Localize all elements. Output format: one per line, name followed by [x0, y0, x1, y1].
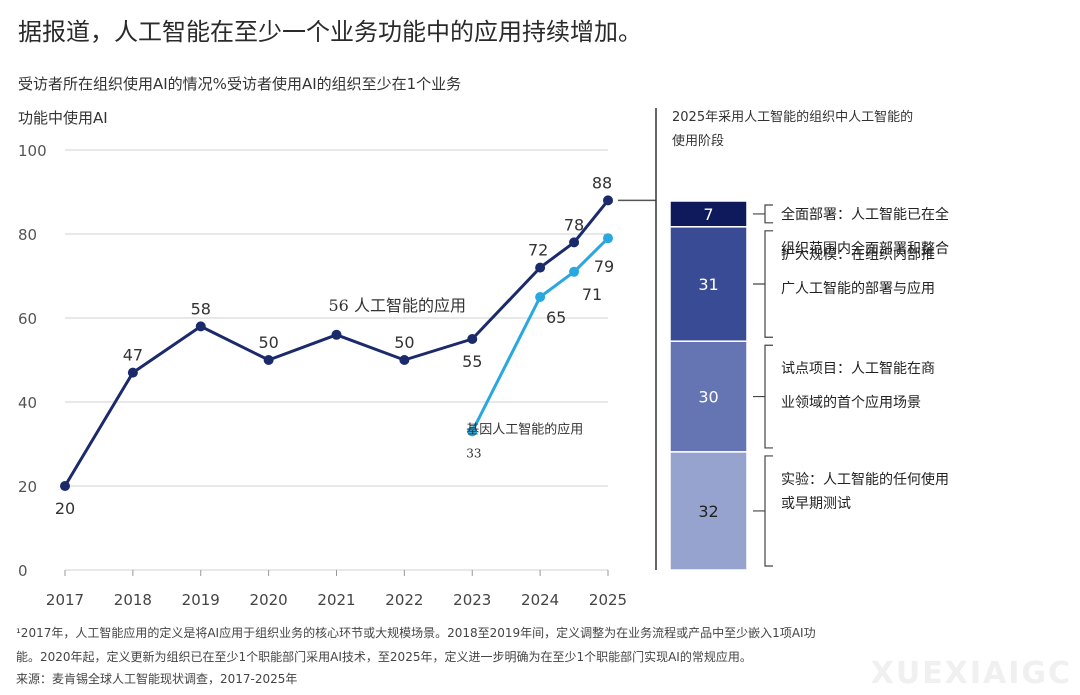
segment-value-label: 30: [698, 388, 718, 407]
data-label: 20: [55, 499, 75, 518]
data-label: 55: [462, 352, 482, 371]
footnote-line2: 能。2020年起，定义更新为组织已在至少1个职能部门采用AI技术，至2025年，…: [16, 650, 752, 664]
data-label: 47: [123, 346, 143, 365]
segment-bracket: [753, 455, 773, 567]
stacked-bar-title-line2: 使用阶段: [672, 134, 725, 149]
data-point: [467, 426, 478, 437]
segment-description: 广人工智能的部署与应用: [781, 280, 935, 297]
y-tick-label: 60: [18, 310, 37, 328]
data-label: 33: [466, 446, 481, 460]
x-tick-label: 2019: [182, 591, 220, 609]
stacked-bar-title: 2025年采用人工智能的组织中人工智能的 使用阶段: [672, 106, 1002, 154]
segment-bracket: [753, 204, 773, 224]
data-point: [399, 355, 410, 365]
segment-description: 全面部署：人工智能已在全: [781, 206, 949, 223]
data-label: 79: [594, 257, 614, 276]
y-tick-label: 0: [18, 562, 28, 580]
y-tick-label: 40: [18, 394, 37, 412]
series-label-ai-adoption: 56 人工智能的应用: [329, 296, 466, 315]
data-point: [603, 195, 613, 206]
y-tick-label: 20: [18, 478, 37, 496]
segment-bracket: [753, 230, 773, 338]
data-point: [569, 266, 580, 277]
x-tick-label: 2024: [521, 591, 559, 609]
series-line-ai-adoption: [63, 199, 610, 487]
data-label: 78: [564, 215, 584, 234]
stacked-bar-title-line1: 2025年采用人工智能的组织中人工智能的: [672, 110, 914, 125]
y-tick-label: 80: [18, 226, 37, 244]
x-tick-label: 2021: [317, 591, 355, 609]
data-point: [195, 321, 206, 332]
x-tick-label: 2018: [114, 591, 152, 609]
data-point: [331, 329, 342, 340]
segment-description: 实验：人工智能的任何使用: [781, 471, 949, 488]
data-point: [535, 262, 546, 273]
data-label: 50: [394, 333, 414, 352]
data-point: [569, 237, 580, 248]
x-tick-label: 2022: [385, 591, 423, 609]
stacked-bar-segment: [669, 340, 748, 453]
data-label: 72: [528, 241, 548, 260]
data-point: [603, 233, 613, 244]
data-point: [60, 481, 70, 491]
data-label: 58: [191, 299, 211, 318]
series-line-genai-adoption: [470, 237, 610, 433]
segment-description: 扩大规模：在组织内部推: [781, 247, 935, 263]
x-tick-label: 2017: [46, 591, 84, 609]
segment-description: 业领域的首个应用场景: [781, 394, 921, 411]
segment-description: 试点项目：人工智能在商: [781, 361, 935, 377]
chart-subtitle-line2: 功能中使用AI: [18, 109, 108, 127]
stacked-bar-segment: [669, 451, 748, 571]
x-tick-label: 2020: [250, 591, 288, 609]
data-label: 71: [582, 285, 602, 304]
y-tick-label: 100: [18, 142, 47, 160]
series-label-genai-adoption: 基因人工智能的应用: [466, 421, 583, 437]
data-point: [535, 292, 546, 302]
x-tick-label: 2023: [453, 591, 491, 609]
data-point: [127, 367, 138, 378]
source-note: 来源：麦肯锡全球人工智能现状调查，2017-2025年: [16, 672, 298, 686]
chart-subtitle: 受访者所在组织使用AI的情况%受访者使用AI的组织至少在1个业务: [18, 75, 462, 93]
data-point: [263, 355, 274, 365]
stacked-bar-segment: [669, 226, 748, 342]
data-point: [467, 334, 478, 344]
data-label: 65: [546, 308, 566, 327]
segment-value-label: 32: [698, 502, 718, 521]
x-tick-label: 2025: [589, 591, 627, 609]
data-label: 50: [258, 333, 278, 352]
data-label: 88: [592, 173, 612, 192]
segment-bracket: [753, 344, 773, 449]
segment-value-label: 7: [703, 205, 713, 224]
watermark: XUEXIAIGC: [870, 656, 1072, 691]
segment-description: 组织范围内全面部署和整合: [781, 240, 949, 257]
footnote-line1: ¹2017年，人工智能应用的定义是将AI应用于组织业务的核心环节或大规模场景。2…: [16, 626, 816, 640]
page-title: 据报道，人工智能在至少一个业务功能中的应用持续增加。: [18, 18, 642, 46]
segment-description: 或早期测试: [781, 496, 851, 512]
segment-value-label: 31: [698, 275, 718, 294]
